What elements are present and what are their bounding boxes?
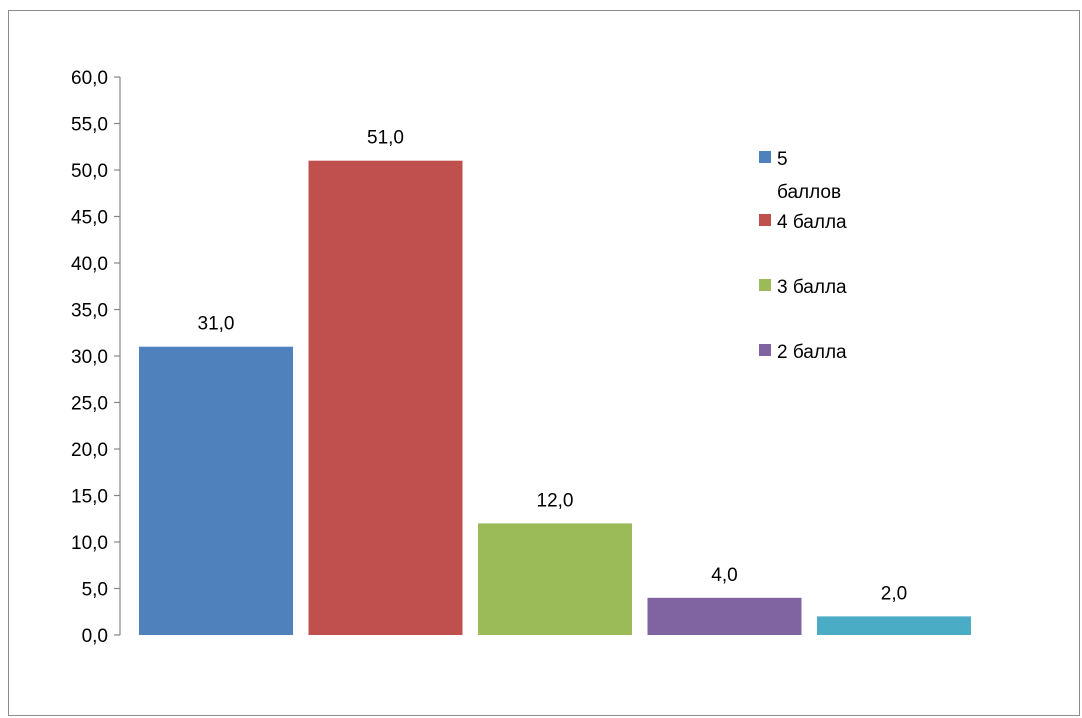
y-tick-label: 60,0 — [71, 68, 108, 89]
legend-swatch-4 — [759, 344, 771, 356]
y-tick-label: 40,0 — [71, 254, 108, 275]
y-tick-label: 20,0 — [71, 440, 108, 461]
y-tick-label: 5,0 — [82, 580, 108, 601]
legend: 5 баллов 4 балла 3 балла 2 балла — [759, 149, 847, 363]
y-tick-label: 55,0 — [71, 115, 108, 136]
y-tick-label: 50,0 — [71, 161, 108, 182]
legend-label-3: 3 балла — [777, 277, 847, 298]
legend-label-1: 5 — [777, 149, 788, 170]
legend-swatch-1 — [759, 151, 771, 163]
bar-1 — [139, 346, 293, 635]
y-tick-label: 35,0 — [71, 301, 108, 322]
data-label-4: 4,0 — [711, 565, 737, 586]
y-tick-label: 15,0 — [71, 487, 108, 508]
data-label-3: 12,0 — [537, 490, 574, 511]
y-tick-label: 30,0 — [71, 347, 108, 368]
legend-label-2: 4 балла — [777, 212, 847, 233]
legend-label-1-line-2: баллов — [777, 182, 841, 203]
y-tick-label: 25,0 — [71, 394, 108, 415]
y-tick-label: 0,0 — [82, 626, 108, 647]
bar-5 — [817, 616, 971, 635]
y-tick-label: 45,0 — [71, 208, 108, 229]
bars — [139, 160, 971, 635]
bar-4 — [647, 597, 802, 635]
y-axis: 0,0 5,0 10,0 15,0 20,0 25,0 30,0 35,0 40,0 45,0 50… — [71, 68, 121, 647]
data-labels: 31,0 51,0 12,0 4,0 2,0 — [198, 128, 908, 605]
bar-3 — [478, 523, 632, 635]
legend-label-4: 2 балла — [777, 342, 847, 363]
data-label-2: 51,0 — [367, 128, 404, 149]
bar-2 — [308, 160, 463, 635]
chart-frame — [8, 10, 1080, 716]
legend-swatch-2 — [759, 214, 771, 226]
data-label-5: 2,0 — [881, 583, 907, 604]
y-tick-label: 10,0 — [71, 533, 108, 554]
legend-swatch-3 — [759, 279, 771, 291]
data-label-1: 31,0 — [198, 314, 235, 335]
